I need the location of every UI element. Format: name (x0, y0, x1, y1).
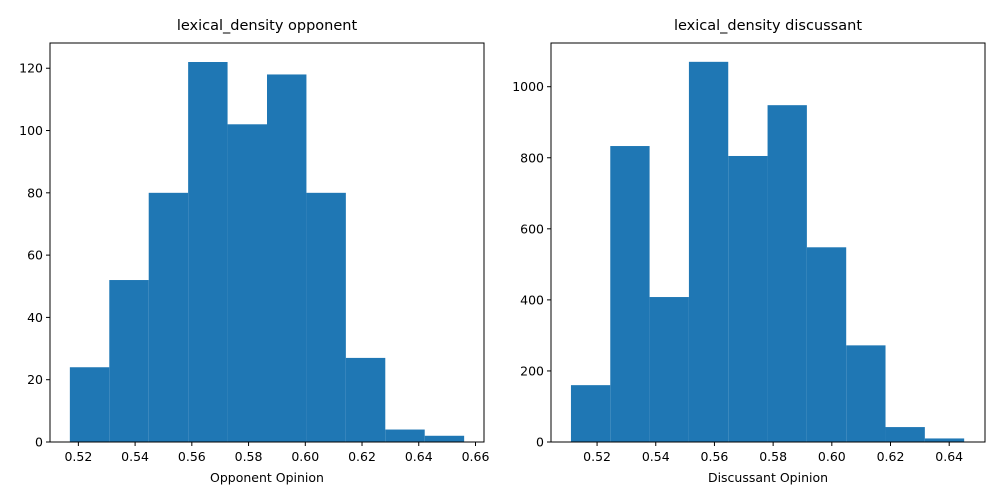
histogram-bar (806, 247, 847, 442)
x-axis-label: Discussant Opinion (708, 470, 828, 485)
x-tick-label: 0.66 (462, 449, 490, 464)
x-tick-label: 0.56 (178, 449, 206, 464)
histogram-bar (610, 146, 650, 443)
histogram-bar (306, 192, 346, 442)
histogram-bar (188, 62, 228, 442)
histogram-bar (688, 61, 729, 442)
histogram-bar (109, 280, 149, 442)
x-tick-label: 0.62 (348, 449, 376, 464)
y-tick-label: 600 (520, 221, 544, 236)
x-tick-label: 0.54 (121, 449, 149, 464)
x-tick-label: 0.64 (405, 449, 433, 464)
x-tick-label: 0.60 (818, 449, 846, 464)
y-axis-ticks: 0 20 40 60 80 100 120 (19, 61, 50, 450)
histogram-bar (227, 124, 267, 443)
discussant-histogram-panel: lexical_density discussant 0.52 0.54 0.56 0… (512, 18, 986, 485)
y-tick-label: 80 (27, 185, 43, 200)
histogram-bar (69, 367, 110, 442)
chart-title: lexical_density discussant (674, 18, 862, 34)
histogram-bar (924, 438, 965, 442)
histogram-bar (148, 192, 189, 442)
histogram-bar (649, 297, 689, 442)
x-tick-label: 0.58 (235, 449, 263, 464)
y-tick-label: 800 (520, 150, 544, 165)
x-axis-ticks: 0.52 0.54 0.56 0.58 0.60 0.62 0.64 0.66 (64, 442, 489, 464)
histogram-bar (767, 105, 807, 443)
x-tick-label: 0.58 (759, 449, 787, 464)
y-tick-label: 400 (520, 292, 544, 307)
x-axis-ticks: 0.52 0.54 0.56 0.58 0.60 0.62 0.64 (583, 442, 963, 464)
histogram-bar (570, 385, 611, 442)
bars (570, 61, 965, 443)
y-tick-label: 0 (536, 435, 544, 450)
x-tick-label: 0.52 (64, 449, 92, 464)
y-axis-ticks: 0 200 400 600 800 1000 (512, 79, 551, 450)
x-tick-label: 0.56 (701, 449, 729, 464)
bars (69, 62, 465, 443)
y-tick-label: 100 (19, 123, 43, 138)
plot-frame (49, 42, 485, 443)
chart-title: lexical_density opponent (177, 18, 358, 34)
x-tick-label: 0.62 (877, 449, 905, 464)
y-tick-label: 200 (520, 363, 544, 378)
x-tick-label: 0.54 (642, 449, 670, 464)
histogram-bar (846, 345, 886, 442)
y-tick-label: 120 (19, 61, 43, 76)
x-axis-label: Opponent Opinion (210, 470, 324, 485)
plot-frame (550, 42, 986, 443)
histogram-bar (345, 357, 386, 442)
y-tick-label: 40 (27, 310, 43, 325)
y-tick-label: 0 (35, 435, 43, 450)
y-tick-label: 1000 (512, 79, 544, 94)
x-tick-label: 0.64 (935, 449, 963, 464)
histogram-bar (885, 427, 925, 442)
opponent-histogram-panel: lexical_density opponent 0.52 0.54 0.56 0.5… (19, 18, 489, 485)
histogram-bar (385, 429, 425, 442)
histogram-bar (267, 74, 307, 442)
histogram-bar (728, 155, 768, 442)
histogram-bar (424, 435, 465, 442)
x-tick-label: 0.52 (583, 449, 611, 464)
y-tick-label: 20 (27, 372, 43, 387)
x-tick-label: 0.60 (291, 449, 319, 464)
y-tick-label: 60 (27, 248, 43, 263)
